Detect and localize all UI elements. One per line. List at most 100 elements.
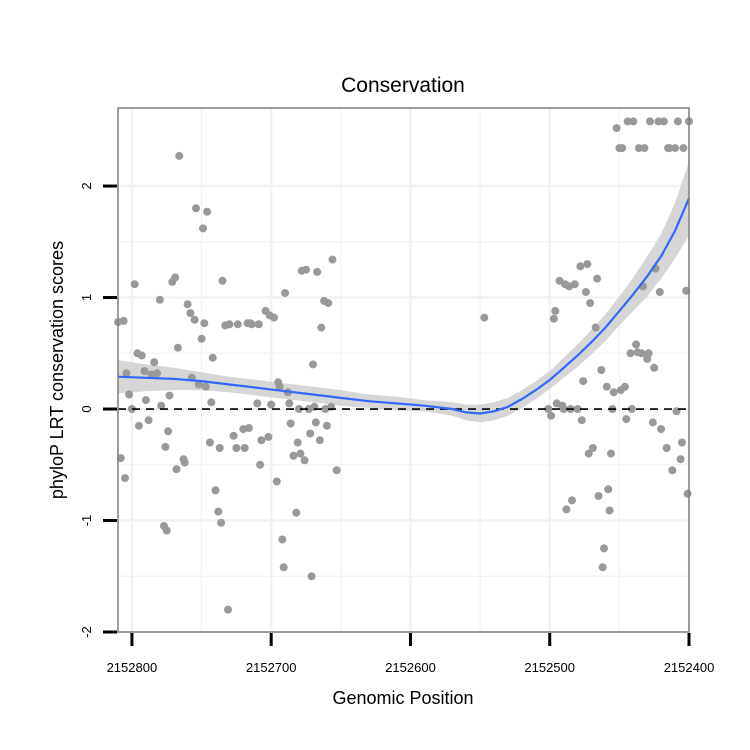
data-point: [307, 572, 316, 581]
data-point: [315, 436, 324, 445]
data-point: [190, 315, 199, 324]
data-point: [233, 320, 242, 329]
data-point: [640, 144, 649, 153]
data-point: [141, 396, 150, 405]
data-point: [659, 117, 668, 126]
data-point: [581, 288, 590, 296]
data-point: [173, 343, 182, 352]
data-point: [295, 405, 303, 413]
data-point: [324, 299, 333, 308]
data-point: [175, 151, 184, 160]
data-point: [302, 265, 310, 274]
data-point: [644, 349, 653, 358]
data-point: [134, 421, 143, 430]
data-point: [551, 306, 560, 315]
data-point: [562, 505, 571, 514]
data-point: [598, 563, 607, 572]
data-point: [224, 605, 232, 614]
data-point: [279, 563, 288, 572]
data-point: [194, 380, 203, 389]
data-point: [296, 449, 305, 458]
data-point: [605, 506, 614, 515]
x-tick-label: 2152600: [385, 660, 436, 675]
data-point: [623, 117, 632, 126]
data-point: [281, 289, 290, 298]
data-point: [197, 334, 206, 343]
data-point: [150, 358, 159, 367]
data-point: [568, 496, 576, 505]
data-point: [657, 425, 666, 434]
data-point: [205, 438, 214, 447]
data-point: [616, 386, 625, 395]
chart-title: Conservation: [341, 74, 465, 97]
data-point: [207, 398, 216, 407]
data-point: [130, 280, 139, 289]
data-point: [300, 456, 309, 465]
data-point: [678, 438, 686, 447]
data-point: [137, 351, 146, 360]
data-point: [602, 382, 611, 391]
data-point: [609, 388, 618, 397]
data-point: [313, 267, 322, 276]
data-point: [622, 415, 631, 424]
data-point: [682, 286, 691, 295]
data-point: [544, 405, 553, 413]
data-points: [114, 117, 693, 614]
data-point: [588, 444, 597, 452]
data-point: [646, 117, 654, 126]
data-point: [662, 444, 671, 452]
data-point: [593, 274, 602, 283]
data-point: [668, 466, 677, 475]
data-point: [573, 405, 582, 413]
y-tick-label: -2: [79, 626, 94, 638]
data-point: [309, 360, 317, 369]
data-point: [256, 460, 265, 469]
data-point: [579, 377, 588, 386]
y-axis-title: phyloP LRT conservation scores: [47, 241, 67, 499]
data-point: [321, 405, 330, 413]
data-point: [270, 313, 278, 322]
data-point: [293, 438, 302, 447]
data-point: [192, 204, 200, 213]
data-point: [618, 144, 627, 153]
data-point: [559, 405, 568, 413]
data-point: [199, 224, 207, 233]
data-point: [683, 489, 692, 498]
y-tick-label: 1: [79, 294, 94, 301]
data-point: [584, 449, 593, 458]
data-point: [155, 295, 164, 304]
data-point: [679, 144, 688, 153]
data-point: [180, 458, 189, 467]
data-point: [332, 466, 341, 475]
data-point: [164, 427, 173, 436]
data-point: [633, 348, 642, 357]
data-point: [655, 288, 664, 296]
data-point: [208, 353, 217, 362]
data-point: [547, 411, 556, 420]
data-point: [600, 544, 608, 553]
data-point: [328, 255, 337, 264]
data-point: [664, 144, 673, 153]
data-point: [257, 436, 266, 445]
x-axis-title: Genomic Position: [332, 688, 473, 708]
data-point: [286, 419, 295, 428]
data-point: [218, 276, 227, 285]
data-point: [172, 465, 181, 474]
x-tick-label: 2152800: [107, 660, 158, 675]
data-point: [203, 207, 212, 216]
smooth-line-group: [117, 197, 691, 415]
data-point: [119, 316, 128, 325]
data-point: [244, 424, 253, 432]
data-point: [612, 124, 621, 133]
data-point: [264, 432, 273, 441]
data-point: [289, 451, 298, 460]
data-point: [214, 507, 223, 516]
data-point: [278, 535, 287, 544]
data-point: [253, 399, 262, 408]
data-point: [604, 485, 613, 494]
data-point: [480, 313, 489, 322]
data-point: [201, 382, 210, 391]
data-point: [157, 401, 166, 410]
data-point: [583, 260, 592, 269]
